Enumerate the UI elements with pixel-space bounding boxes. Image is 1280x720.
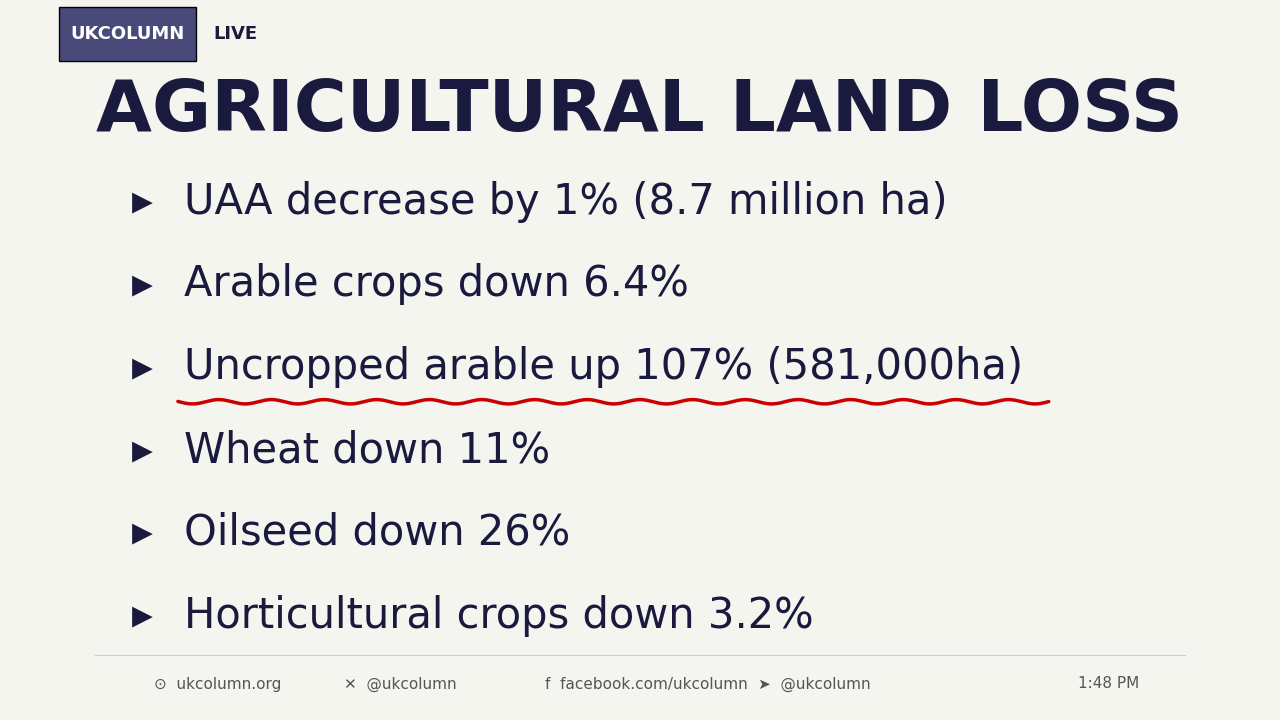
Text: UKCOLUMN: UKCOLUMN	[70, 25, 184, 43]
FancyBboxPatch shape	[59, 7, 196, 61]
Text: f  facebook.com/ukcolumn: f facebook.com/ukcolumn	[545, 677, 748, 691]
Text: Arable crops down 6.4%: Arable crops down 6.4%	[184, 264, 689, 305]
Text: Wheat down 11%: Wheat down 11%	[184, 429, 550, 471]
Text: UAA decrease by 1% (8.7 million ha): UAA decrease by 1% (8.7 million ha)	[184, 181, 947, 222]
Text: ▸: ▸	[132, 264, 152, 305]
Text: Uncropped arable up 107% (581,000ha): Uncropped arable up 107% (581,000ha)	[184, 346, 1023, 388]
Text: ✕  @ukcolumn: ✕ @ukcolumn	[344, 676, 457, 692]
Text: LIVE: LIVE	[214, 25, 257, 43]
Text: Oilseed down 26%: Oilseed down 26%	[184, 512, 570, 554]
Text: ▸: ▸	[132, 512, 152, 554]
Text: ▸: ▸	[132, 595, 152, 636]
Text: ▸: ▸	[132, 181, 152, 222]
Text: 1:48 PM: 1:48 PM	[1079, 677, 1139, 691]
Text: ▸: ▸	[132, 429, 152, 471]
Text: ⊙  ukcolumn.org: ⊙ ukcolumn.org	[154, 677, 282, 691]
Text: ➤  @ukcolumn: ➤ @ukcolumn	[759, 676, 872, 692]
Text: ▸: ▸	[132, 346, 152, 388]
Text: Horticultural crops down 3.2%: Horticultural crops down 3.2%	[184, 595, 814, 636]
Text: AGRICULTURAL LAND LOSS: AGRICULTURAL LAND LOSS	[96, 77, 1184, 146]
